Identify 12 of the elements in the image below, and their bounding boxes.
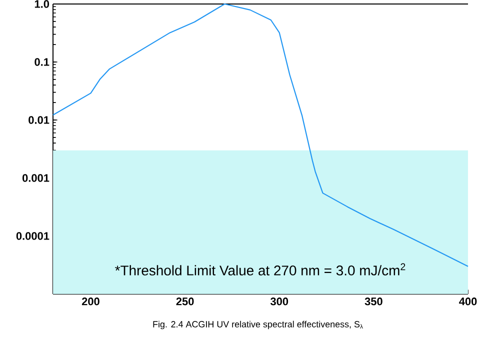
x-tick-label: 200 xyxy=(82,298,100,306)
x-tick-label: 400 xyxy=(459,298,477,306)
x-tick-label: 250 xyxy=(176,298,194,306)
y-tick-label: 1.0 xyxy=(34,0,50,8)
x-tick-label: 300 xyxy=(270,298,288,306)
x-tick-label: 350 xyxy=(364,298,382,306)
y-tick-label: 0.1 xyxy=(34,58,50,66)
y-tick-label: 0.001 xyxy=(22,174,50,182)
y-tick-label: 0.01 xyxy=(28,116,50,124)
y-tick-label: 0.0001 xyxy=(16,232,50,240)
annotation: *Threshold Limit Value at 270 nm = 3.0 mJ/cm$^{2}$ xyxy=(115,263,406,276)
text: Fig. 2.4 ACGIH UV relative spectral effectiveness, S$_{λ}$ xyxy=(153,320,363,330)
